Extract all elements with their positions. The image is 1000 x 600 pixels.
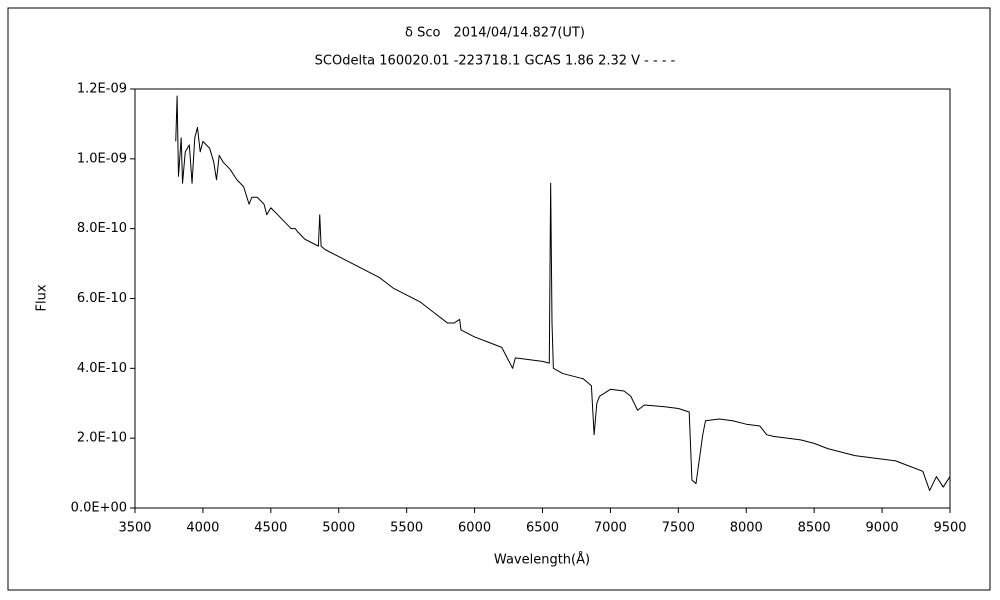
y-axis-label: Flux [35,284,50,311]
y-tick-label: 1.0E-09 [77,151,127,166]
x-tick-label: 9500 [933,521,966,536]
spectrum-line [175,95,951,492]
chart-subtitle: SCOdelta 160020.01 -223718.1 GCAS 1.86 2… [315,54,676,69]
y-tick-label: 1.2E-09 [77,82,127,97]
y-tick-label: 8.0E-10 [77,221,127,236]
x-tick-label: 3500 [118,521,151,536]
x-tick-label: 6500 [526,521,559,536]
x-tick-label: 8500 [798,521,831,536]
x-axis-label: Wavelength(Å) [494,552,590,568]
x-tick-label: 8000 [730,521,763,536]
x-tick-label: 7500 [662,521,695,536]
y-tick-label: 4.0E-10 [77,361,127,376]
chart-border [7,7,991,591]
chart-title: δ Sco 2014/04/14.827(UT) [405,26,585,41]
x-tick-label: 6000 [458,521,491,536]
y-tick-label: 6.0E-10 [77,291,127,306]
x-tick-label: 5500 [390,521,423,536]
y-tick-label: 0.0E+00 [71,501,127,516]
x-tick-label: 7000 [594,521,627,536]
x-tick-label: 4500 [254,521,287,536]
x-tick-label: 5000 [322,521,355,536]
x-tick-label: 9000 [866,521,899,536]
y-tick-label: 2.0E-10 [77,431,127,446]
x-tick-label: 4000 [186,521,219,536]
